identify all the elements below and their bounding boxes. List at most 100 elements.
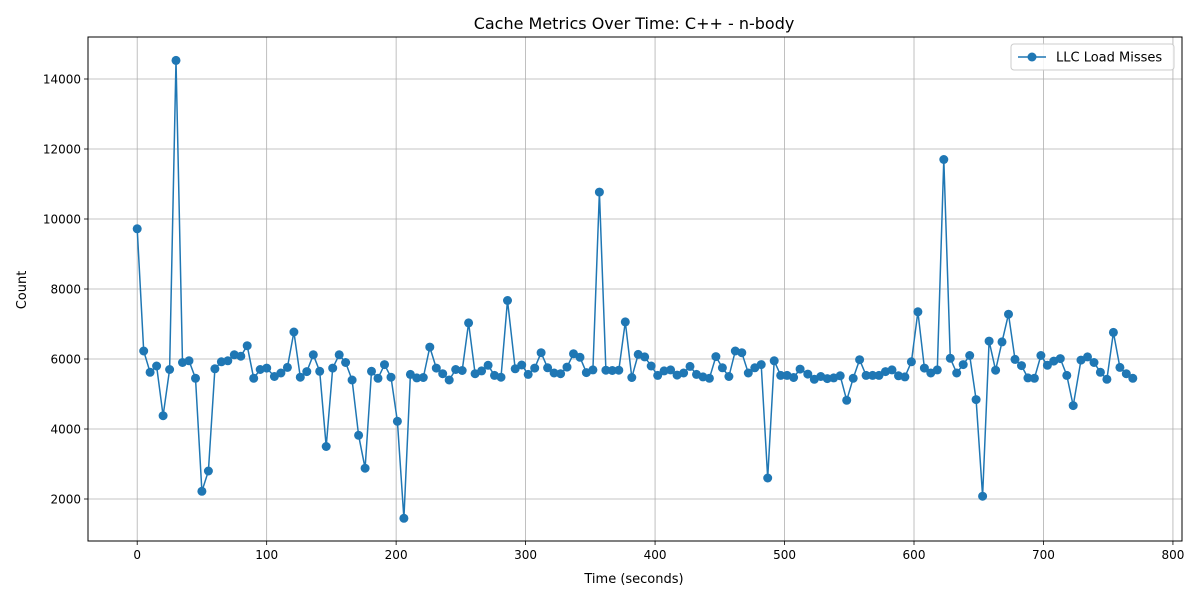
data-point: [223, 356, 233, 366]
data-point: [425, 342, 435, 352]
y-tick-label: 8000: [50, 283, 81, 297]
y-tick-label: 4000: [50, 423, 81, 437]
data-point: [594, 187, 604, 197]
legend: LLC Load Misses: [1010, 43, 1175, 71]
data-point: [868, 370, 878, 380]
data-point: [321, 442, 331, 451]
data-point: [1089, 358, 1099, 367]
data-point: [952, 368, 962, 378]
y-tick-label: 14000: [43, 73, 81, 87]
y-tick-label: 10000: [43, 213, 81, 227]
data-point: [289, 327, 299, 337]
data-point: [666, 365, 676, 375]
data-point: [789, 373, 799, 382]
data-point: [184, 356, 194, 366]
data-point: [984, 336, 994, 346]
data-point: [769, 356, 779, 366]
data-point: [315, 366, 325, 376]
legend-label: LLC Load Misses: [1056, 51, 1162, 66]
data-point: [308, 350, 318, 360]
data-point: [620, 317, 630, 327]
data-point: [477, 366, 487, 376]
data-point: [717, 363, 727, 373]
data-point: [997, 337, 1007, 347]
x-tick-label: 300: [514, 548, 537, 562]
y-tick-label: 2000: [50, 493, 81, 507]
data-point: [412, 373, 422, 383]
data-point: [776, 370, 786, 380]
data-point: [517, 360, 527, 370]
data-point: [900, 372, 910, 382]
x-tick-label: 200: [385, 548, 408, 562]
data-point: [906, 357, 916, 367]
data-point: [496, 372, 506, 382]
data-point: [386, 372, 396, 382]
data-point: [1029, 373, 1039, 383]
data-point: [158, 411, 168, 421]
data-point: [1128, 373, 1138, 383]
data-point: [795, 364, 805, 374]
data-point: [1068, 401, 1078, 411]
data-point: [203, 466, 213, 476]
data-point: [1023, 373, 1033, 383]
data-point: [360, 463, 370, 473]
data-point: [919, 363, 929, 373]
data-point: [991, 365, 1001, 375]
data-point: [556, 369, 566, 379]
data-point: [276, 368, 286, 378]
x-tick-label: 100: [255, 548, 278, 562]
data-point: [1036, 351, 1046, 360]
data-point: [711, 352, 721, 362]
data-point: [380, 360, 389, 370]
data-point: [575, 352, 585, 362]
data-point: [197, 486, 207, 496]
data-point: [1083, 352, 1092, 362]
data-point: [282, 362, 292, 372]
grid: [88, 37, 1182, 541]
data-point: [418, 373, 428, 382]
data-point: [763, 473, 773, 483]
data-point: [139, 346, 149, 356]
data-point: [971, 395, 981, 405]
data-point: [249, 373, 259, 383]
data-point: [737, 348, 747, 358]
data-point: [1055, 354, 1065, 364]
data-point: [191, 373, 200, 383]
data-point: [1004, 309, 1013, 319]
data-point: [653, 370, 663, 380]
data-point: [842, 395, 852, 405]
data-point: [743, 368, 753, 378]
data-point: [1042, 360, 1052, 370]
data-point: [1115, 362, 1125, 372]
data-point: [242, 341, 252, 351]
data-point: [543, 363, 553, 373]
data-point: [1095, 367, 1105, 377]
ticks: 0 100 200 300 400 500 600 700 800 2000 4000 6000 800…: [43, 73, 1185, 563]
data-point: [302, 367, 312, 377]
x-tick-label: 400: [644, 548, 667, 562]
data-point: [887, 365, 897, 375]
data-point: [861, 370, 871, 380]
data-point: [588, 365, 598, 375]
data-point: [679, 368, 689, 378]
data-point: [549, 368, 559, 378]
x-tick-label: 500: [773, 548, 796, 562]
data-point: [958, 360, 968, 370]
data-point: [503, 296, 512, 305]
data-point: [328, 363, 338, 373]
data-point: [913, 307, 923, 317]
data-point: [132, 224, 142, 234]
data-point: [262, 363, 272, 373]
data-point: [431, 363, 441, 373]
legend-box: [1010, 43, 1175, 71]
data-point: [756, 360, 766, 370]
data-point: [438, 369, 448, 379]
data-point: [978, 491, 988, 501]
data-point: [945, 353, 955, 363]
y-tick-label: 6000: [50, 353, 81, 367]
data-point: [354, 430, 364, 440]
data-point: [373, 373, 383, 383]
data-point: [1108, 327, 1118, 337]
data-point: [444, 375, 454, 385]
